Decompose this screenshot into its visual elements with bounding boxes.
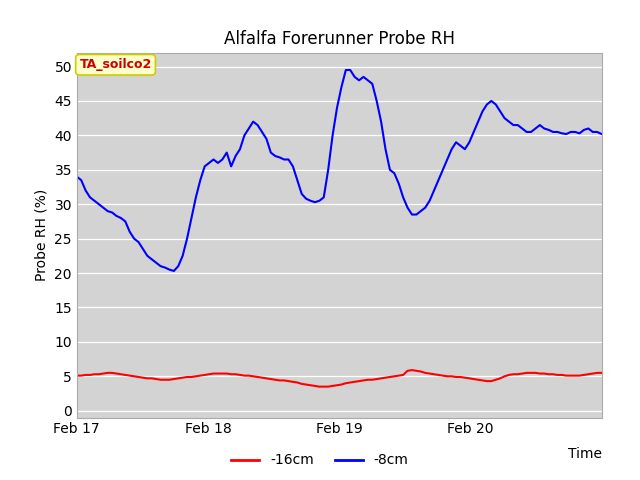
Text: Time: Time bbox=[568, 447, 602, 461]
Title: Alfalfa Forerunner Probe RH: Alfalfa Forerunner Probe RH bbox=[224, 30, 454, 48]
Text: TA_soilco2: TA_soilco2 bbox=[79, 58, 152, 71]
Y-axis label: Probe RH (%): Probe RH (%) bbox=[35, 189, 49, 281]
Legend: -16cm, -8cm: -16cm, -8cm bbox=[226, 448, 414, 473]
